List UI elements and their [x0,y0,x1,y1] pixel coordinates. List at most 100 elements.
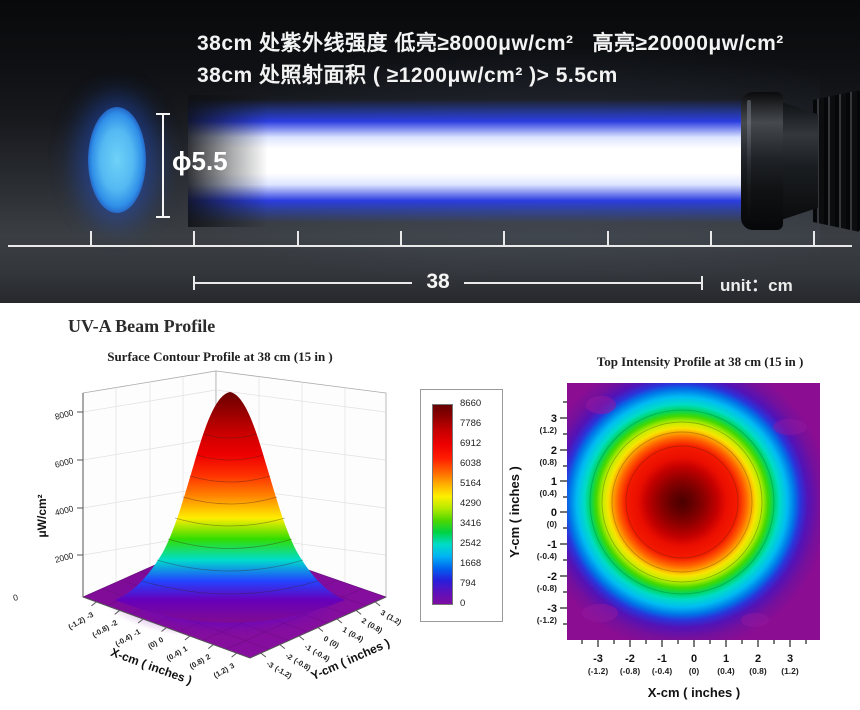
y-tick-label: -3(-1.2) [265,659,294,681]
heatmap-x-tick-inches: (-0.4) [652,666,672,676]
heatmap-y-tick-value: -1 [547,539,557,551]
ruler-tick [607,231,609,245]
x-tick-label: (-1.2)-3 [67,610,95,632]
heatmap-y-tick-value: 1 [551,476,557,488]
diameter-label: ϕ5.5 [172,146,228,176]
colorbar-gradient [432,404,453,605]
uv-intensity-spec: 38cm 处紫外线强度 低亮≥8000μw/cm² 高亮≥20000μw/cm² [197,32,784,55]
colorbar-value: 4290 [460,498,482,509]
z-tick-label: 6000 [54,455,75,470]
colorbar-value: 794 [460,578,476,589]
beam-profile-panel: UV-A Beam Profile Surface Contour Profil… [0,303,860,710]
unit-label: unit：cm [720,276,793,295]
irradiation-area-spec: 38cm 处照射面积 ( ≥1200μw/cm² )> 5.5cm [197,64,618,87]
y-tick-label: 2(0.8) [360,616,385,635]
heatmap-x-tick-inches: (-0.8) [620,666,640,676]
surface-contour-chart: 8000 6000 4000 2000 0 μW/cm² (-1.2)-3 (-… [12,370,404,687]
heatmap-y-tick-inches: (-0.8) [537,583,557,593]
x-tick-label: (1.2)3 [212,661,236,680]
x-ticks-3d [91,601,237,658]
x-tick-label: (-0.8)-2 [91,618,119,640]
colorbar: 8660 7786 6912 6038 5164 4290 3416 2542 … [420,389,503,622]
heatmap-chart-title: Top Intensity Profile at 38 cm (15 in ) [596,354,804,369]
heatmap-y-tick-value: 3 [551,413,557,425]
ruler-tick [710,231,712,245]
distance-value: 38 [426,270,450,293]
colorbar-value: 3416 [460,518,482,529]
x-tick-label: (0.4)1 [165,644,189,663]
z-tick-label: 4000 [54,503,75,518]
flashlight-bezel [741,92,783,230]
section-title: UV-A Beam Profile [68,316,216,336]
ruler-line [8,245,852,247]
heatmap-x-tick-inches: (0.8) [749,666,767,676]
heatmap-y-tick-inches: (0.8) [540,457,558,467]
heatmap-x-tick-inches: (-1.2) [588,666,608,676]
heatmap-y-tick-value: 0 [551,507,557,519]
heatmap-x-tick-inches: (0) [689,666,700,676]
y-tick-label: 0(0) [322,634,341,650]
x-tick-label: (0.8)2 [188,652,212,671]
heatmap-x-tick-value: 2 [755,653,761,665]
z-axis-title: μW/cm² [35,494,49,537]
surface-chart-title: Surface Contour Profile at 38 cm (15 in … [107,349,333,364]
z-tick-label: 8000 [54,407,75,422]
colorbar-value: 0 [460,598,466,609]
top-intensity-heatmap: -3 (-1.2) -2 (-0.8) -1 (-0.4) 0 (0) 1 (0… [507,383,820,700]
y-tick-label: 3(1.2) [379,608,404,627]
colorbar-value: 7786 [460,418,482,429]
z-ticks [77,411,83,556]
heatmap-x-tick-inches: (1.2) [781,666,799,676]
y-tick-label: 1(0.4) [341,625,366,644]
ruler-tick [813,231,815,245]
heatmap-y-ticks [560,401,567,625]
colorbar-value: 5164 [460,478,482,489]
heatmap-y-tick-value: -2 [547,571,557,583]
colorbar-value: 6912 [460,438,482,449]
beam-spot [88,107,146,213]
heatmap-plot-area [567,383,820,640]
colorbar-value: 6038 [460,458,482,469]
z-tick-label: 2000 [54,550,75,565]
colorbar-value: 1668 [460,558,482,569]
distance-dimension-cap-left [193,276,195,290]
heatmap-y-tick-value: -3 [547,603,557,615]
gaussian-surface [115,392,345,623]
x-tick-label: (-0.4)-1 [114,627,142,649]
front-axes [82,596,387,659]
heatmap-x-ticks [581,640,807,647]
heatmap-x-tick-value: 0 [691,653,697,665]
colorbar-value: 8660 [460,398,482,409]
y-ticks-3d [260,601,381,658]
heatmap-x-axis-title: X-cm ( inches ) [648,685,740,700]
distance-dimension-segment [464,282,701,284]
heatmap-x-tick-value: 1 [723,653,729,665]
distance-dimension-segment [195,282,412,284]
ruler-tick [90,231,92,245]
diameter-dimension-line [156,113,170,218]
flashlight-threads [813,90,860,232]
heatmap-x-tick-value: 3 [787,653,793,665]
contour-lines [141,433,319,595]
heatmap-x-tick-value: -2 [625,653,635,665]
z-tick-label: 0 [12,592,19,603]
heatmap-y-tick-inches: (1.2) [540,425,558,435]
heatmap-y-tick-inches: (-0.4) [537,551,557,561]
heatmap-x-tick-value: -3 [593,653,603,665]
heatmap-y-tick-inches: (0.4) [540,488,558,498]
colorbar-value: 2542 [460,538,482,549]
heatmap-y-axis-title: Y-cm ( inches ) [507,466,522,558]
heatmap-y-tick-value: 2 [551,445,557,457]
ruler-tick [400,231,402,245]
ruler-tick [193,231,195,245]
uv-beam [188,99,748,223]
y-tick-label: -1(-0.4) [303,642,332,664]
distance-dimension-cap-right [701,276,703,290]
beam-illustration-panel: 38cm 处紫外线强度 低亮≥8000μw/cm² 高亮≥20000μw/cm²… [0,0,860,303]
x-axis-title: X-cm ( inches ) [109,645,194,687]
flashlight-cone [778,101,818,221]
ruler-tick [297,231,299,245]
heatmap-y-tick-inches: (0) [547,519,558,529]
ruler-tick [503,231,505,245]
